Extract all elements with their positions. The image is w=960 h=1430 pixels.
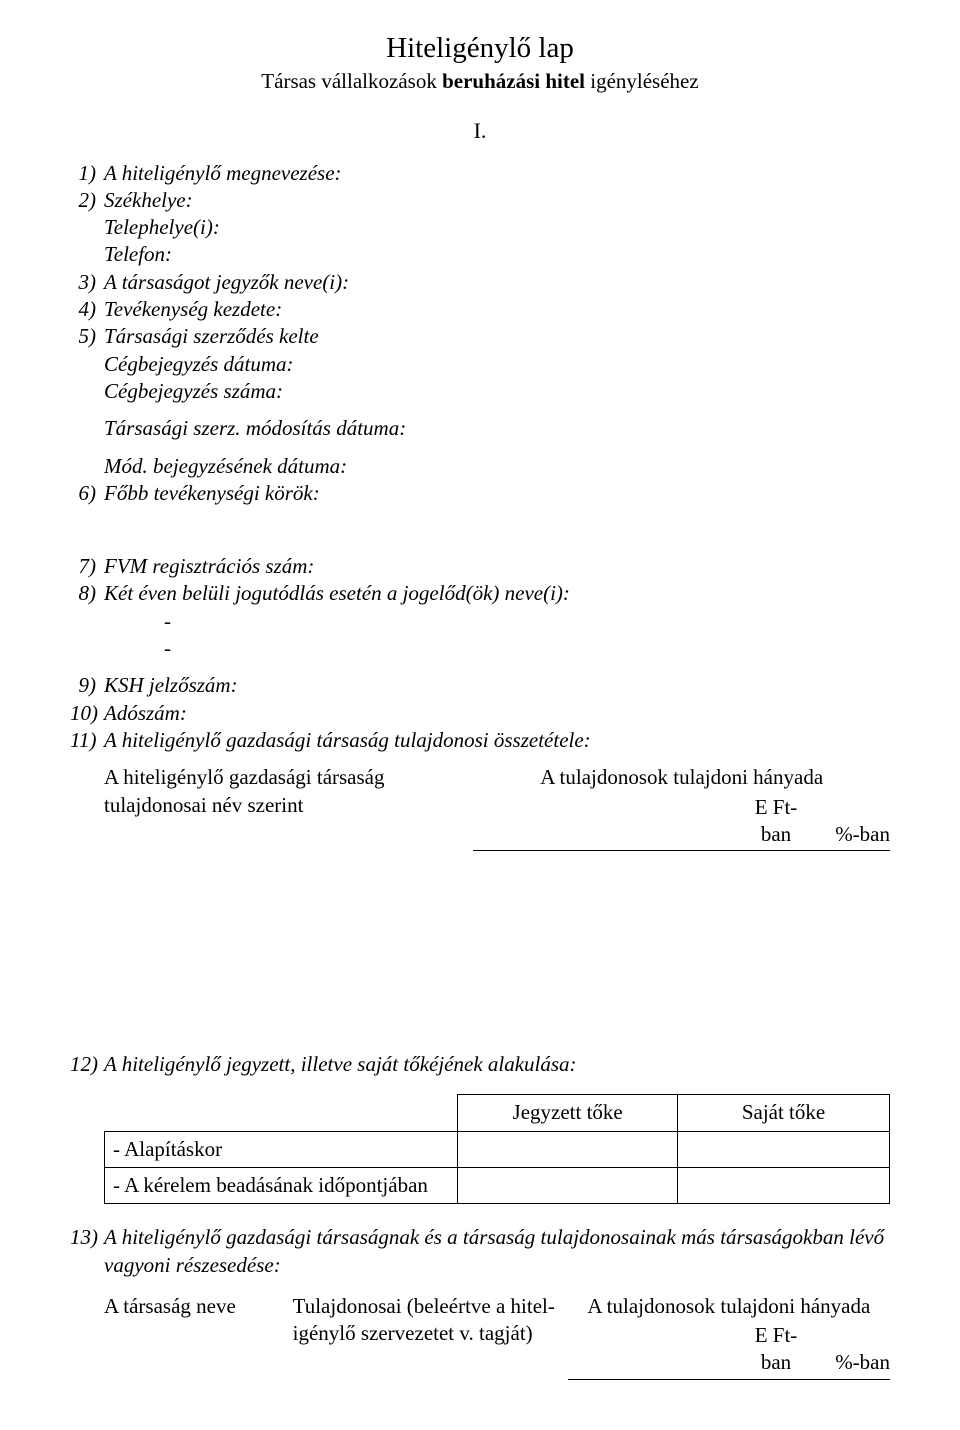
item-text: Székhelye: xyxy=(104,187,890,214)
item-text: A hiteligénylő gazdasági társaságnak és … xyxy=(104,1224,890,1279)
item-5c: Társasági szerz. módosítás dátuma: xyxy=(70,415,890,442)
item-13-line2: vagyoni részesedése: xyxy=(104,1253,281,1277)
subtitle-bold: beruházási hitel xyxy=(442,69,585,93)
item-3: 3) A társaságot jegyzők neve(i): xyxy=(70,269,890,296)
form-items: 1) A hiteligénylő megnevezése: 2) Székhe… xyxy=(70,160,890,755)
item-4: 4) Tevékenység kezdete: xyxy=(70,296,890,323)
table-row: - Alapításkor xyxy=(105,1131,890,1167)
item-5: 5) Társasági szerződés kelte xyxy=(70,323,890,350)
owners-right-top: A tulajdonosok tulajdoni hányada xyxy=(473,764,890,793)
section-number: I. xyxy=(70,117,890,146)
title-block: Hiteligénylő lap Társas vállalkozások be… xyxy=(70,30,890,95)
item-num: 11) xyxy=(70,727,104,754)
item-num: 5) xyxy=(70,323,104,350)
item-2: 2) Székhelye: xyxy=(70,187,890,214)
item-num: 6) xyxy=(70,480,104,507)
owners-col-b: %-ban xyxy=(811,794,890,851)
item-6: 6) Főbb tevékenységi körök: xyxy=(70,480,890,507)
shares-table: A társaság neve Tulajdonosai (beleértve … xyxy=(104,1293,890,1380)
item-text: A társaságot jegyzők neve(i): xyxy=(104,269,890,296)
item-8-dash1: - xyxy=(70,608,890,635)
item-13-line1: A hiteligénylő gazdasági társaságnak és … xyxy=(104,1225,884,1249)
item-5a: Cégbejegyzés dátuma: xyxy=(70,351,890,378)
item-num: 13) xyxy=(70,1224,104,1279)
item-9: 9) KSH jelzőszám: xyxy=(70,672,890,699)
main-title: Hiteligénylő lap xyxy=(70,30,890,68)
item-10: 10) Adószám: xyxy=(70,700,890,727)
shares-col-a: E Ft-ban xyxy=(741,1322,812,1379)
capital-header-1: Jegyzett tőke xyxy=(458,1095,678,1131)
table-row: Jegyzett tőke Saját tőke xyxy=(105,1095,890,1131)
item-8: 8) Két éven belüli jogutódlás esetén a j… xyxy=(70,580,890,607)
item-text: Társasági szerződés kelte xyxy=(104,323,890,350)
item-5d: Mód. bejegyzésének dátuma: xyxy=(70,453,890,480)
item-num: 8) xyxy=(70,580,104,607)
item-text: KSH jelzőszám: xyxy=(104,672,890,699)
item-num: 10) xyxy=(70,700,104,727)
shares-col3-top: A tulajdonosok tulajdoni hányada xyxy=(568,1293,890,1322)
item-num: 1) xyxy=(70,160,104,187)
shares-col2-line2: igénylő szervezetet v. tagját) xyxy=(293,1321,533,1345)
item-text: A hiteligénylő jegyzett, illetve saját t… xyxy=(104,1051,890,1078)
item-2a: Telephelye(i): xyxy=(70,214,890,241)
shares-col-b: %-ban xyxy=(811,1322,890,1379)
item-text: FVM regisztrációs szám: xyxy=(104,553,890,580)
owners-table: A hiteligénylő gazdasági társaság tulajd… xyxy=(104,764,890,851)
item-num: 9) xyxy=(70,672,104,699)
subtitle-part1: Társas vállalkozások xyxy=(261,69,442,93)
item-5b: Cégbejegyzés száma: xyxy=(70,378,890,405)
item-text: Főbb tevékenységi körök: xyxy=(104,480,890,507)
item-num: 3) xyxy=(70,269,104,296)
item-text: Két éven belüli jogutódlás esetén a joge… xyxy=(104,580,890,607)
item-13-block: 13) A hiteligénylő gazdasági társaságnak… xyxy=(70,1224,890,1279)
item-num: 7) xyxy=(70,553,104,580)
item-text: A hiteligénylő megnevezése: xyxy=(104,160,890,187)
capital-table: Jegyzett tőke Saját tőke - Alapításkor -… xyxy=(104,1094,890,1204)
item-text: A hiteligénylő gazdasági társaság tulajd… xyxy=(104,727,890,754)
capital-row-1: - Alapításkor xyxy=(105,1131,458,1167)
item-13: 13) A hiteligénylő gazdasági társaságnak… xyxy=(70,1224,890,1279)
table-row: - A kérelem beadásának időpontjában xyxy=(105,1168,890,1204)
owners-left-line1: A hiteligénylő gazdasági társaság xyxy=(104,765,385,789)
item-text: Adószám: xyxy=(104,700,890,727)
subtitle-part2: igényléséhez xyxy=(585,69,699,93)
item-num: 12) xyxy=(70,1051,104,1078)
item-text: Tevékenység kezdete: xyxy=(104,296,890,323)
item-num: 4) xyxy=(70,296,104,323)
subtitle: Társas vállalkozások beruházási hitel ig… xyxy=(70,68,890,95)
table-row: A hiteligénylő gazdasági társaság tulajd… xyxy=(104,764,890,793)
table-row: A társaság neve Tulajdonosai (beleértve … xyxy=(104,1293,890,1322)
item-11: 11) A hiteligénylő gazdasági társaság tu… xyxy=(70,727,890,754)
item-2b: Telefon: xyxy=(70,241,890,268)
owners-col-a: E Ft-ban xyxy=(741,794,812,851)
item-8-dash2: - xyxy=(70,635,890,662)
shares-col1: A társaság neve xyxy=(104,1293,293,1379)
capital-row-2: - A kérelem beadásának időpontjában xyxy=(105,1168,458,1204)
item-12-block: 12) A hiteligénylő jegyzett, illetve saj… xyxy=(70,1051,890,1078)
item-12: 12) A hiteligénylő jegyzett, illetve saj… xyxy=(70,1051,890,1078)
capital-header-2: Saját tőke xyxy=(678,1095,890,1131)
owners-left-line2: tulajdonosai név szerint xyxy=(104,793,303,817)
item-7: 7) FVM regisztrációs szám: xyxy=(70,553,890,580)
shares-col2-line1: Tulajdonosai (beleértve a hitel- xyxy=(293,1294,555,1318)
item-1: 1) A hiteligénylő megnevezése: xyxy=(70,160,890,187)
item-num: 2) xyxy=(70,187,104,214)
